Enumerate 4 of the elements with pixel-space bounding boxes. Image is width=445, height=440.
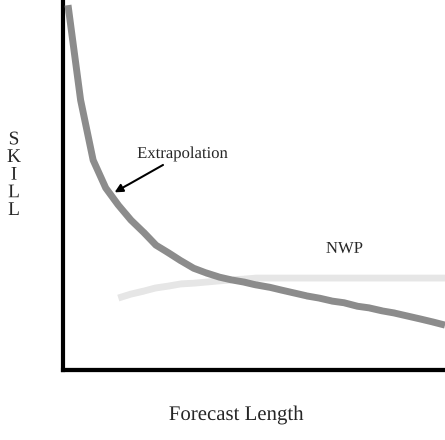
series-label: NWP xyxy=(326,242,362,254)
x-axis-title: Forecast Length xyxy=(169,406,304,424)
y-axis-title: SKILL xyxy=(8,132,21,215)
text: Extrapolation xyxy=(138,146,228,162)
